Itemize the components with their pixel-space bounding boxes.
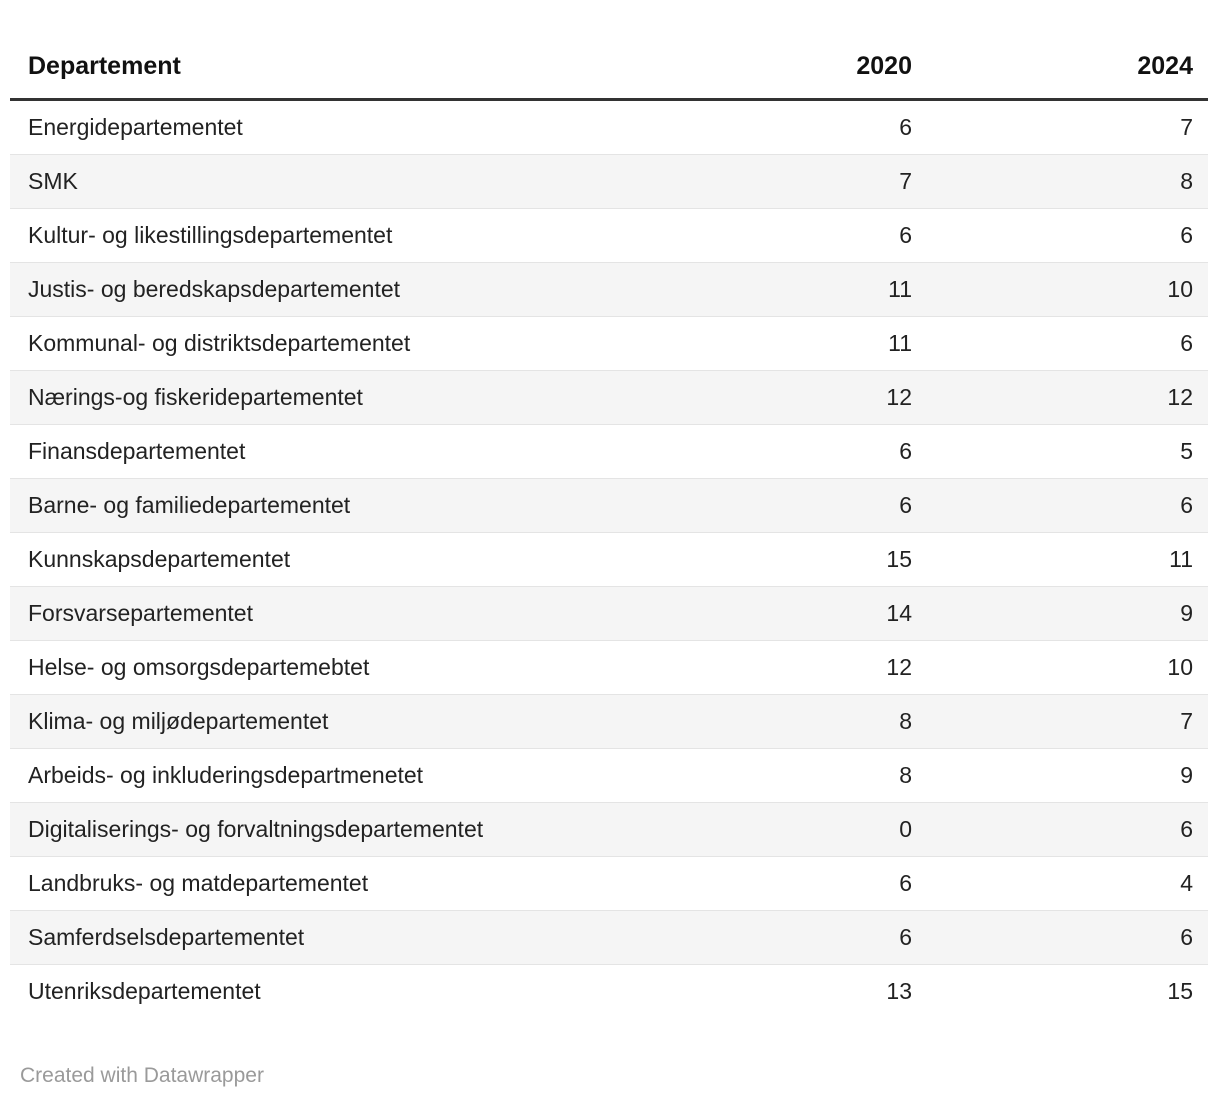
value-2020-cell: 8 <box>899 708 912 734</box>
table-row: Kunnskapsdepartementet 15 11 <box>10 532 1208 587</box>
row-label-cell: Samferdselsdepartementet <box>28 924 305 950</box>
value-2024-cell: 6 <box>1180 492 1193 518</box>
value-2020-cell: 12 <box>886 654 912 680</box>
value-2020-cell: 8 <box>899 762 912 788</box>
row-label-cell: Finansdepartementet <box>28 438 246 464</box>
row-label-cell: Kunnskapsdepartementet <box>28 546 291 572</box>
value-2020-cell: 6 <box>899 222 912 248</box>
value-2024-cell: 7 <box>1180 114 1193 140</box>
value-2024-cell: 6 <box>1180 330 1193 356</box>
row-label-cell: Kultur- og likestillingsdepartementet <box>28 222 393 248</box>
table-row: Landbruks- og matdepartementet 6 4 <box>10 856 1208 911</box>
row-label-cell: Utenriksdepartementet <box>28 978 261 1004</box>
table-row: Helse- og omsorgsdepartemebtet 12 10 <box>10 640 1208 695</box>
row-label-cell: Arbeids- og inkluderingsdepartmenetet <box>28 762 424 788</box>
row-label-cell: Landbruks- og matdepartementet <box>28 870 369 896</box>
table-row: Justis- og beredskapsdepartementet 11 10 <box>10 262 1208 317</box>
table-row: Energidepartementet 6 7 <box>10 99 1208 155</box>
value-2024-cell: 6 <box>1180 924 1193 950</box>
value-2024-cell: 9 <box>1180 600 1193 626</box>
value-2020-cell: 6 <box>899 492 912 518</box>
table-row: Forsvarsepartementet 14 9 <box>10 586 1208 641</box>
table-row: Arbeids- og inkluderingsdepartmenetet 8 … <box>10 748 1208 803</box>
datawrapper-attribution-link[interactable]: Created with Datawrapper <box>20 1064 264 1087</box>
value-2020-cell: 15 <box>886 546 912 572</box>
value-2020-cell: 14 <box>886 600 912 626</box>
table-row: Digitaliserings- og forvaltningsdepartem… <box>10 802 1208 857</box>
row-label-cell: Justis- og beredskapsdepartementet <box>28 276 401 302</box>
value-2024-cell: 8 <box>1180 168 1193 194</box>
value-2020-cell: 6 <box>899 870 912 896</box>
value-2024-cell: 12 <box>1167 384 1193 410</box>
header-row: Departement 2020 2024 <box>10 30 1208 101</box>
value-2020-cell: 6 <box>899 438 912 464</box>
value-2020-cell: 12 <box>886 384 912 410</box>
column-header-2024: 2024 <box>927 30 1208 101</box>
value-2024-cell: 4 <box>1180 870 1193 896</box>
value-2020-cell: 6 <box>899 924 912 950</box>
row-label-cell: SMK <box>28 168 78 194</box>
table-row: Klima- og miljødepartementet 8 7 <box>10 694 1208 749</box>
value-2020-cell: 11 <box>888 276 912 302</box>
table-row: Kultur- og likestillingsdepartementet 6 … <box>10 208 1208 263</box>
data-table: Departement 2020 2024 Energidepartemente… <box>10 30 1208 1018</box>
row-label-cell: Forsvarsepartementet <box>28 600 253 626</box>
column-header-departement: Departement <box>10 30 610 101</box>
table-row: Finansdepartementet 6 5 <box>10 424 1208 479</box>
value-2024-cell: 15 <box>1167 978 1193 1004</box>
value-2024-cell: 10 <box>1167 276 1193 302</box>
row-label-cell: Helse- og omsorgsdepartemebtet <box>28 654 370 680</box>
attribution-footer: Created with Datawrapper <box>20 1064 1208 1088</box>
table-body: Energidepartementet 6 7 SMK 7 8 Kultur- … <box>10 99 1208 1018</box>
table-row: SMK 7 8 <box>10 154 1208 209</box>
table-row: Kommunal- og distriktsdepartementet 11 6 <box>10 316 1208 371</box>
value-2020-cell: 13 <box>886 978 912 1004</box>
value-2024-cell: 5 <box>1180 438 1193 464</box>
column-header-2020: 2020 <box>610 30 927 101</box>
table-row: Samferdselsdepartementet 6 6 <box>10 910 1208 965</box>
value-2020-cell: 11 <box>888 330 912 356</box>
table-row: Barne- og familiedepartementet 6 6 <box>10 478 1208 533</box>
row-label-cell: Nærings-og fiskeridepartementet <box>28 384 363 410</box>
value-2020-cell: 6 <box>899 114 912 140</box>
row-label-cell: Digitaliserings- og forvaltningsdepartem… <box>28 816 484 842</box>
row-label-cell: Klima- og miljødepartementet <box>28 708 329 734</box>
value-2024-cell: 10 <box>1167 654 1193 680</box>
value-2024-cell: 11 <box>1169 546 1193 572</box>
table-header: Departement 2020 2024 <box>10 30 1208 101</box>
value-2024-cell: 6 <box>1180 222 1193 248</box>
value-2020-cell: 0 <box>899 816 912 842</box>
table-row: Nærings-og fiskeridepartementet 12 12 <box>10 370 1208 425</box>
row-label-cell: Kommunal- og distriktsdepartementet <box>28 330 411 356</box>
value-2024-cell: 9 <box>1180 762 1193 788</box>
row-label-cell: Energidepartementet <box>28 114 243 140</box>
value-2024-cell: 6 <box>1180 816 1193 842</box>
value-2024-cell: 7 <box>1180 708 1193 734</box>
table-row: Utenriksdepartementet 13 15 <box>10 964 1208 1018</box>
row-label-cell: Barne- og familiedepartementet <box>28 492 351 518</box>
value-2020-cell: 7 <box>899 168 912 194</box>
